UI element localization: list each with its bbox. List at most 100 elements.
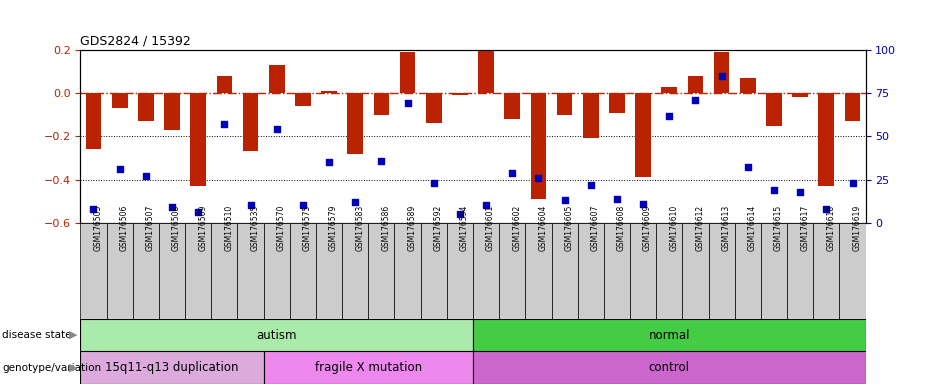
Text: disease state: disease state [2,330,71,340]
Text: 15q11-q13 duplication: 15q11-q13 duplication [105,361,238,374]
Bar [190,93,206,186]
Point [347,199,362,205]
Text: GSM176570: GSM176570 [276,204,286,251]
Text: GSM176605: GSM176605 [565,204,573,251]
Text: GSM176615: GSM176615 [774,204,783,251]
Point [557,197,572,204]
Point [295,202,310,209]
Point [165,204,180,210]
Bar [269,65,285,93]
Text: control: control [649,361,690,374]
Text: GSM176508: GSM176508 [172,204,181,251]
Point [688,97,703,103]
Bar [132,223,159,319]
Text: genotype/variation: genotype/variation [2,362,101,373]
Point [322,159,337,166]
Bar [394,223,421,319]
Text: GSM176601: GSM176601 [486,204,495,251]
Bar [709,223,735,319]
Point [190,209,206,215]
Text: GSM176609: GSM176609 [643,204,652,251]
Bar [735,223,761,319]
Text: GSM176610: GSM176610 [670,204,678,251]
Point [609,195,624,202]
Bar [661,87,677,93]
Bar [531,93,546,199]
Text: GSM176613: GSM176613 [722,204,730,251]
Text: GSM176619: GSM176619 [852,204,862,251]
Text: GSM176507: GSM176507 [146,204,155,251]
Text: GSM176575: GSM176575 [303,204,312,251]
Bar [845,93,860,121]
Bar [499,223,525,319]
Bar [368,223,394,319]
Text: autism: autism [256,329,297,341]
Text: GSM176589: GSM176589 [408,204,416,251]
Bar [818,93,834,186]
Bar [504,93,520,119]
Point [269,126,284,132]
Point [86,206,101,212]
Point [793,189,808,195]
Bar [657,223,682,319]
Text: GSM176506: GSM176506 [119,204,129,251]
Text: GSM176579: GSM176579 [329,204,338,251]
Bar [578,223,604,319]
Text: GSM176618: GSM176618 [827,204,835,251]
Bar [316,223,342,319]
Text: GSM176535: GSM176535 [251,204,259,251]
Bar [243,93,258,151]
Bar [473,351,866,384]
Text: GDS2824 / 15392: GDS2824 / 15392 [80,34,191,47]
Point [243,202,258,209]
Bar [604,223,630,319]
Point [479,202,494,209]
Point [766,187,781,193]
Bar [793,93,808,98]
Bar [159,223,185,319]
Text: GSM176583: GSM176583 [356,204,364,251]
Bar [289,223,316,319]
Text: GSM176607: GSM176607 [590,204,600,251]
Point [400,101,415,107]
Text: GSM176586: GSM176586 [381,204,391,251]
Point [112,166,127,172]
Point [374,157,389,164]
Bar [211,223,237,319]
Bar [714,52,729,93]
Bar [107,223,132,319]
Bar [452,93,467,95]
Bar [766,93,781,126]
Bar [217,76,232,93]
Bar [86,93,101,149]
Bar [583,93,599,139]
Bar [814,223,839,319]
Text: GSM176612: GSM176612 [695,204,705,251]
Point [714,73,729,79]
Point [740,164,755,170]
Bar [185,223,211,319]
Bar [112,93,128,108]
Bar [264,223,289,319]
Text: ▶: ▶ [69,362,78,373]
Point [636,201,651,207]
Bar [165,93,180,130]
Point [818,206,834,212]
Text: ▶: ▶ [69,330,78,340]
Bar [322,91,337,93]
Point [138,173,153,179]
Text: GSM176509: GSM176509 [199,204,207,251]
Text: GSM176592: GSM176592 [433,204,443,251]
Bar [787,223,814,319]
Text: GSM176614: GSM176614 [748,204,757,251]
Text: fragile X mutation: fragile X mutation [315,361,422,374]
Bar [347,93,363,154]
Text: GSM176602: GSM176602 [513,204,521,251]
Bar [80,351,264,384]
Bar [400,52,415,93]
Bar [630,223,657,319]
Bar [636,93,651,177]
Bar [138,93,153,121]
Point [583,182,598,188]
Text: GSM176604: GSM176604 [538,204,548,251]
